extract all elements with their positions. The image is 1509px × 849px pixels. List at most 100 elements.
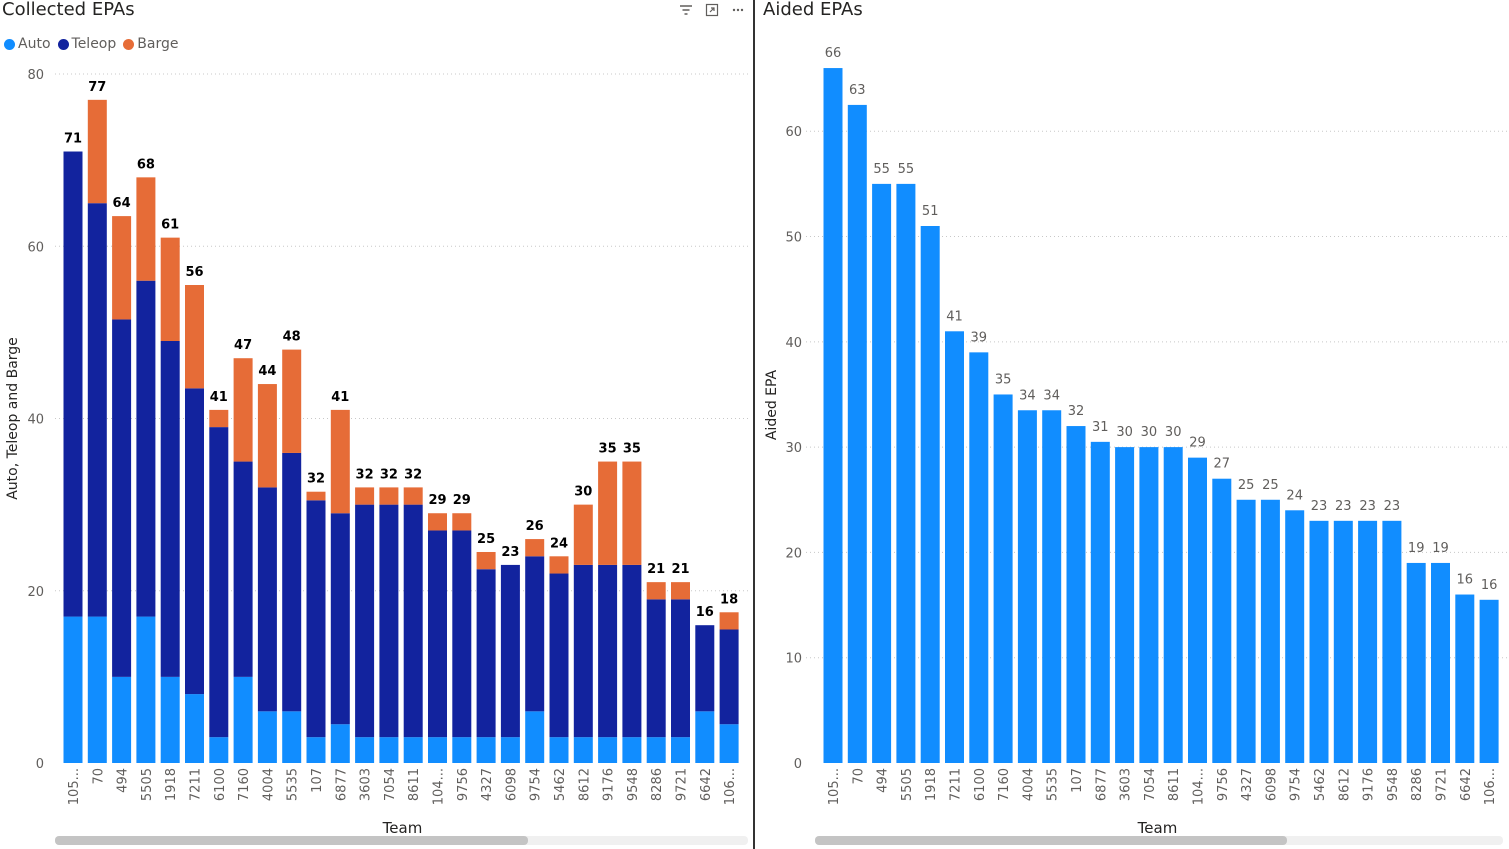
x-tick-label: 5462	[553, 768, 568, 801]
x-tick-label: 6642	[1459, 768, 1474, 801]
bar	[969, 352, 989, 763]
x-tick-label: 70	[851, 768, 866, 785]
bar-segment-teleop	[646, 599, 666, 738]
bar-segment-teleop	[330, 513, 350, 725]
bar	[1188, 457, 1207, 763]
bar-segment-barge	[257, 384, 277, 488]
x-tick-label: 8286	[650, 768, 665, 801]
data-label: 27	[1214, 457, 1231, 472]
data-label: 66	[825, 46, 842, 61]
y-tick-label: 60	[27, 240, 44, 255]
bar-segment-barge	[355, 487, 375, 505]
bar-segment-auto	[598, 737, 618, 763]
data-label: 71	[64, 132, 82, 147]
bar	[1333, 520, 1353, 763]
data-label: 25	[1238, 478, 1255, 493]
bar-segment-barge	[671, 582, 690, 600]
x-tick-label: 9721	[1435, 768, 1450, 801]
data-label: 35	[623, 442, 641, 457]
data-label: 23	[1335, 499, 1352, 514]
more-options-icon[interactable]	[730, 3, 746, 19]
bar-segment-barge	[282, 349, 302, 453]
bar	[1163, 447, 1183, 763]
legend-item-barge[interactable]: Barge	[123, 36, 178, 52]
data-label: 32	[380, 467, 398, 482]
y-axis-title: Auto, Teleop and Barge	[5, 337, 21, 500]
data-label: 32	[307, 472, 325, 487]
bar-segment-teleop	[403, 504, 423, 738]
bar-segment-auto	[719, 724, 739, 763]
x-tick-label: 9176	[1362, 768, 1377, 801]
legend-item-teleop[interactable]: Teleop	[57, 36, 116, 52]
bar-segment-auto	[428, 737, 447, 763]
data-label: 41	[331, 390, 349, 405]
x-axis-title: Team	[382, 819, 423, 837]
scrollbar-thumb[interactable]	[55, 836, 528, 845]
bar-segment-barge	[87, 99, 107, 204]
data-label: 24	[1286, 488, 1303, 503]
data-label: 44	[258, 364, 276, 379]
legend-dot-barge	[123, 38, 135, 50]
x-tick-label: 5505	[900, 768, 915, 801]
bar	[1309, 520, 1329, 763]
x-tick-label: 9756	[456, 768, 471, 801]
data-label: 48	[283, 330, 301, 345]
legend-item-auto[interactable]: Auto	[4, 36, 51, 52]
bar-segment-teleop	[452, 530, 472, 738]
bar-segment-auto	[671, 737, 690, 763]
x-tick-label: 494	[876, 768, 891, 793]
y-tick-label: 60	[785, 125, 802, 140]
x-tick-label: 4004	[1021, 768, 1036, 801]
bar-segment-barge	[233, 358, 253, 462]
scrollbar-thumb[interactable]	[815, 836, 1287, 845]
x-tick-label: 7160	[237, 768, 252, 801]
bar-segment-auto	[500, 737, 520, 763]
bar	[1382, 520, 1402, 763]
bar-segment-teleop	[549, 573, 569, 738]
bar-segment-auto	[87, 616, 107, 763]
data-label: 29	[428, 493, 446, 508]
bar	[1212, 478, 1232, 763]
y-tick-label: 30	[785, 441, 802, 456]
data-label: 77	[88, 80, 106, 95]
x-tick-label: 3603	[1119, 768, 1134, 801]
bar-segment-teleop	[160, 340, 180, 677]
bar	[1066, 426, 1086, 763]
data-label: 30	[1116, 425, 1133, 440]
data-label: 19	[1432, 541, 1449, 556]
bar-segment-teleop	[282, 452, 302, 712]
bar-segment-barge	[525, 539, 545, 557]
data-label: 16	[1481, 578, 1498, 593]
panel-divider	[753, 0, 755, 849]
bar	[823, 68, 843, 763]
bar-segment-teleop	[185, 388, 204, 695]
bar-segment-teleop	[671, 599, 690, 738]
bar	[896, 183, 916, 764]
data-label: 23	[1384, 499, 1401, 514]
bar-segment-auto	[185, 694, 204, 763]
bar-segment-teleop	[209, 427, 229, 738]
data-label: 25	[477, 532, 495, 547]
focus-mode-icon[interactable]	[704, 3, 720, 19]
bar-segment-auto	[112, 676, 132, 763]
x-tick-label: 8286	[1410, 768, 1425, 801]
aided-epas-panel: Aided EPAs 0 10 20 30 40 50 60 Aided EPA 66 105..…	[756, 0, 1509, 849]
bar-segment-barge	[112, 216, 132, 320]
bar-segment-teleop	[379, 504, 399, 738]
data-label: 68	[137, 157, 155, 172]
filter-icon[interactable]	[678, 3, 694, 19]
data-label: 18	[720, 592, 738, 607]
data-label: 30	[1165, 425, 1182, 440]
bar-segment-teleop	[428, 530, 447, 738]
bar-segment-teleop	[306, 500, 326, 738]
legend-dot-auto	[4, 38, 15, 50]
x-tick-label: 7211	[189, 768, 204, 801]
data-label: 30	[1141, 425, 1158, 440]
bar-segment-auto	[452, 737, 472, 763]
y-tick-label: 10	[785, 652, 802, 667]
bar-segment-auto	[63, 616, 83, 763]
bar-segment-teleop	[63, 151, 83, 617]
bar-segment-teleop	[112, 319, 132, 677]
data-label: 55	[873, 162, 890, 177]
data-label: 24	[550, 536, 568, 551]
